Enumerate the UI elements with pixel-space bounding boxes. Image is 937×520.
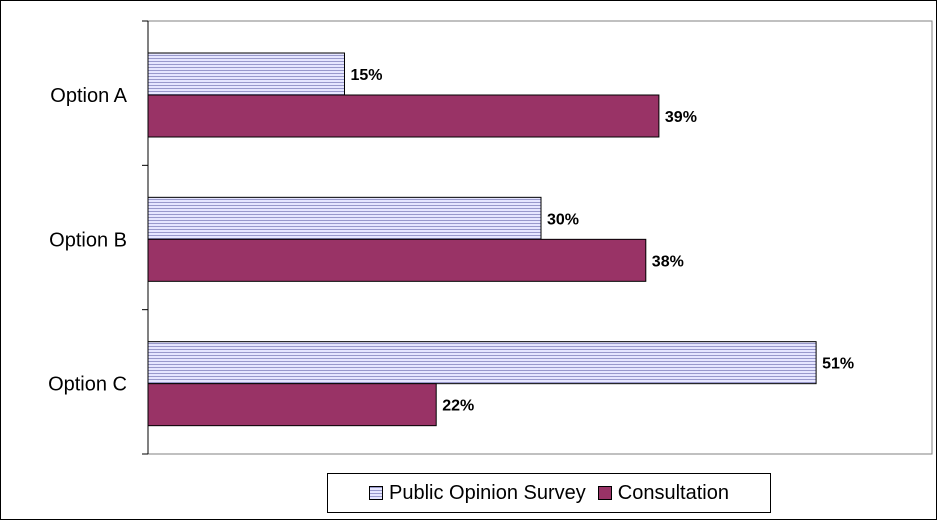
legend: Public Opinion Survey Consultation: [327, 473, 771, 513]
data-label: 38%: [652, 253, 684, 270]
data-label: 22%: [442, 398, 474, 415]
bar-public-opinion-survey: [147, 196, 542, 240]
legend-label: Consultation: [617, 481, 729, 504]
legend-swatch-solid-icon: [597, 486, 612, 500]
chart-plot: Option A 15% 39% Option B 30% 38% Option C 51% 2…: [48, 20, 933, 455]
data-label: 15%: [351, 67, 383, 84]
bar-public-opinion-survey: [147, 341, 817, 385]
bar-public-opinion-survey: [147, 52, 345, 96]
bar-consultation: [147, 94, 660, 138]
legend-item-public-opinion-survey: Public Opinion Survey: [369, 482, 586, 505]
legend-label: Public Opinion Survey: [389, 481, 586, 504]
data-label: 39%: [665, 109, 697, 126]
legend-swatch-striped-icon: [369, 486, 384, 500]
bar-consultation: [147, 238, 647, 282]
category-label: Option C: [48, 374, 127, 396]
category-label: Option A: [50, 85, 127, 107]
data-label: 30%: [547, 211, 579, 228]
category-label: Option B: [49, 229, 127, 251]
data-label: 51%: [822, 356, 854, 373]
bar-consultation: [147, 383, 437, 427]
legend-item-consultation: Consultation: [597, 481, 729, 505]
